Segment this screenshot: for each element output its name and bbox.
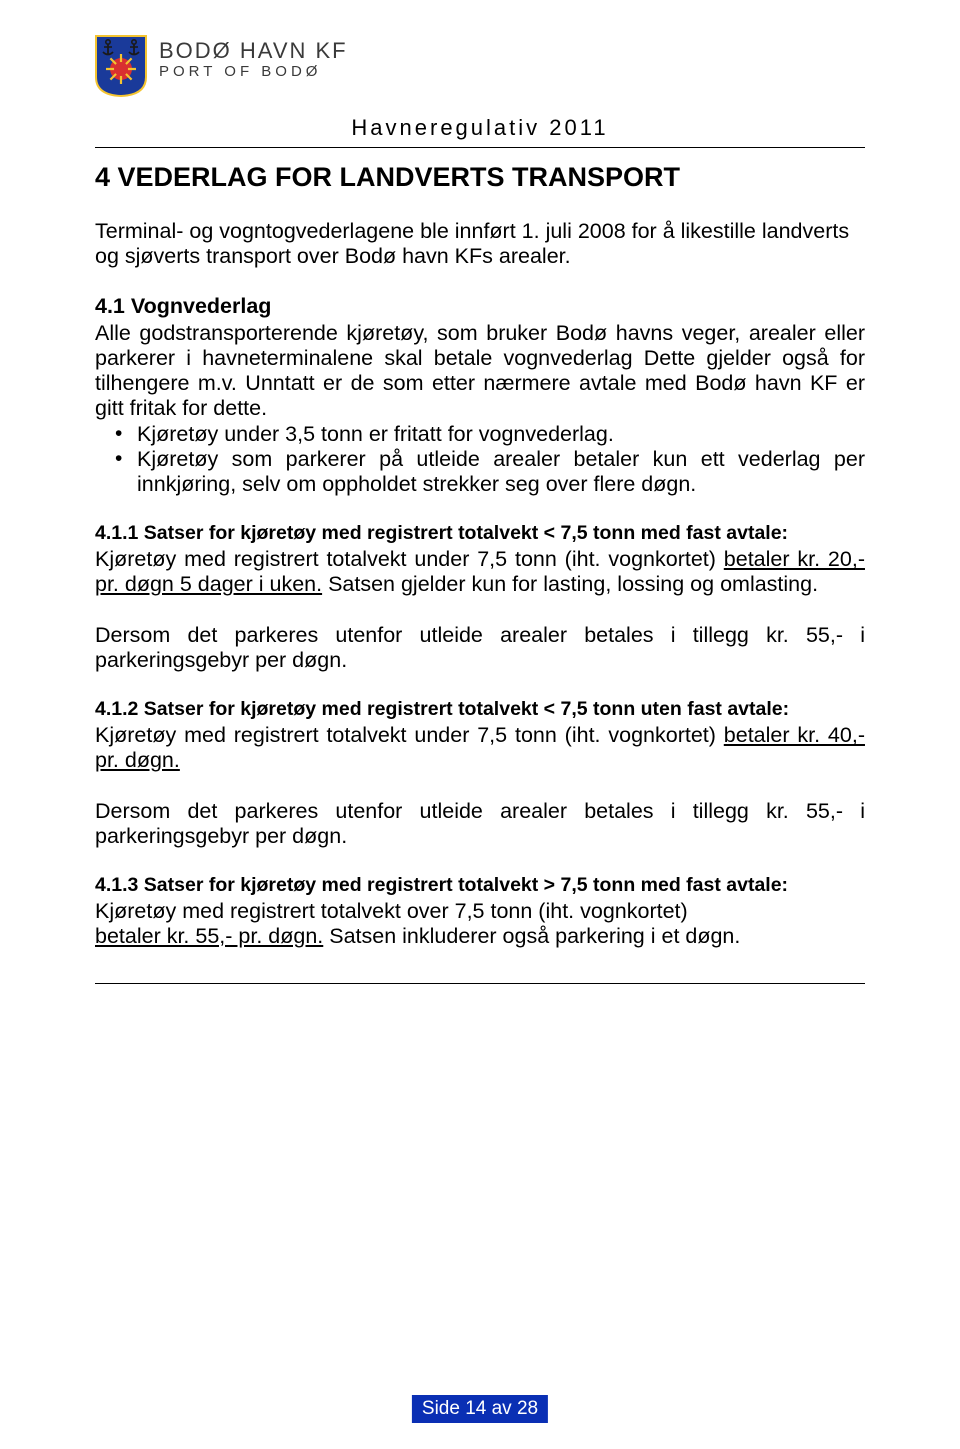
intro-paragraph: Terminal- og vogntogvederlagene ble innf… [95, 219, 865, 268]
page-number-badge: Side 14 av 28 [412, 1395, 548, 1423]
text-run: Satsen inkluderer også parkering i et dø… [323, 924, 740, 948]
section-4-1-3-p1: Kjøretøy med registrert totalvekt over 7… [95, 899, 865, 948]
port-logo-icon [95, 35, 147, 97]
section-4-1-2-heading: 4.1.2 Satser for kjøretøy med registrert… [95, 698, 865, 721]
section-4-1: 4.1 Vognvederlag Alle godstransporterend… [95, 294, 865, 496]
footer-divider [95, 983, 865, 984]
section-4-1-1-p2: Dersom det parkeres utenfor utleide area… [95, 623, 865, 672]
text-run: Kjøretøy med registrert totalvekt under … [95, 723, 724, 747]
brand-header: BODØ HAVN KF PORT OF BODØ [95, 35, 865, 97]
section-4-1-1-p1: Kjøretøy med registrert totalvekt under … [95, 547, 865, 596]
section-4-1-heading: 4.1 Vognvederlag [95, 294, 865, 319]
bullet-item: Kjøretøy som parkerer på utleide arealer… [137, 447, 865, 496]
section-4-1-paragraph: Alle godstransporterende kjøretøy, som b… [95, 321, 865, 420]
text-run: Kjøretøy med registrert totalvekt under … [95, 547, 724, 571]
brand-subtitle: PORT OF BODØ [159, 63, 348, 80]
bullet-item: Kjøretøy under 3,5 tonn er fritatt for v… [137, 422, 865, 447]
section-4-1-1: 4.1.1 Satser for kjøretøy med registrert… [95, 522, 865, 672]
document-title: Havneregulativ 2011 [95, 115, 865, 141]
section-4-1-3-heading: 4.1.3 Satser for kjøretøy med registrert… [95, 874, 865, 897]
brand-name: BODØ HAVN KF [159, 39, 348, 63]
header-divider [95, 147, 865, 148]
section-4-1-1-heading: 4.1.1 Satser for kjøretøy med registrert… [95, 522, 865, 545]
section-4-1-2: 4.1.2 Satser for kjøretøy med registrert… [95, 698, 865, 848]
section-4-1-2-p2: Dersom det parkeres utenfor utleide area… [95, 799, 865, 848]
section-4-1-3: 4.1.3 Satser for kjøretøy med registrert… [95, 874, 865, 948]
section-4-1-2-p1: Kjøretøy med registrert totalvekt under … [95, 723, 865, 772]
text-run: Kjøretøy med registrert totalvekt over 7… [95, 899, 688, 923]
text-run: Satsen gjelder kun for lasting, lossing … [322, 572, 818, 596]
section-4-heading: 4 VEDERLAG FOR LANDVERTS TRANSPORT [95, 162, 865, 193]
rate-underline: betaler kr. 55,- pr. døgn. [95, 924, 323, 948]
